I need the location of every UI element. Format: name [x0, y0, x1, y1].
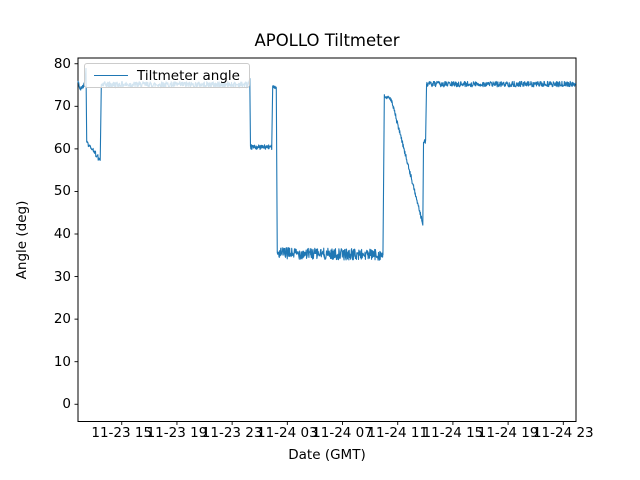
- y-tick-label: 80: [53, 55, 71, 72]
- chart-title: APOLLO Tiltmeter: [254, 31, 400, 50]
- y-tick-label: 40: [53, 226, 71, 242]
- x-tick-label: 11-23 15: [91, 425, 153, 441]
- y-tick-label: 70: [53, 98, 71, 115]
- y-tick-label: 60: [53, 140, 71, 157]
- legend: Tiltmeter angle: [84, 63, 250, 88]
- y-tick-label: 50: [53, 183, 71, 200]
- x-tick-label: 11-24 15: [422, 425, 484, 441]
- y-tick-label: 10: [53, 353, 71, 370]
- y-tick-label: 20: [53, 311, 71, 328]
- x-tick-label: 11-24 11: [367, 425, 429, 441]
- y-axis-label: Angle (deg): [14, 200, 30, 280]
- x-tick-label: 11-24 03: [256, 425, 318, 441]
- x-tick-label: 11-24 23: [532, 425, 594, 441]
- y-tick-label: 30: [53, 268, 71, 285]
- x-tick-label: 11-23 23: [201, 425, 263, 441]
- legend-line-sample-icon: [94, 75, 128, 76]
- y-tick-label: 0: [62, 396, 71, 413]
- x-tick-label: 11-24 19: [477, 425, 539, 441]
- x-tick-label: 11-23 19: [146, 425, 208, 441]
- legend-label: Tiltmeter angle: [137, 67, 240, 84]
- x-axis-label: Date (GMT): [288, 447, 366, 463]
- x-tick-label: 11-24 07: [312, 425, 373, 441]
